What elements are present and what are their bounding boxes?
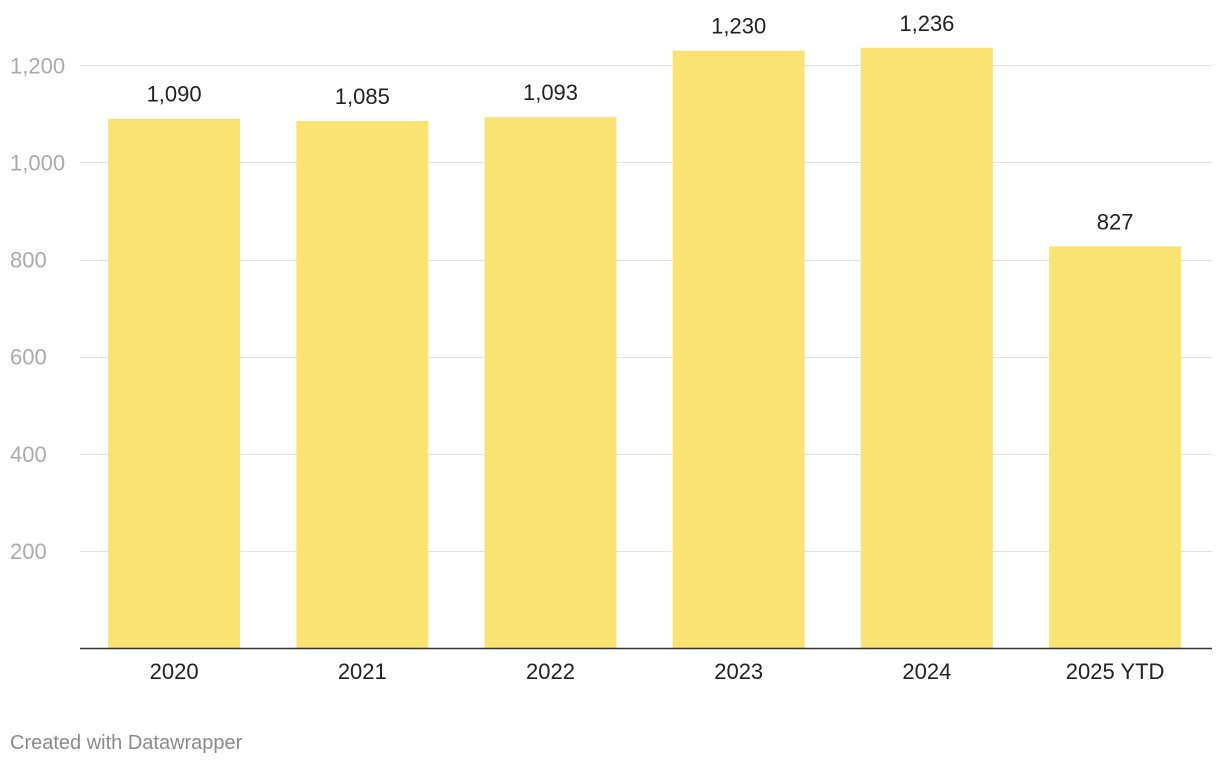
y-tick-label: 200 [10, 539, 47, 564]
bar-value-label: 1,090 [147, 82, 202, 107]
bar-2023[interactable] [672, 50, 805, 649]
y-tick-label: 1,000 [10, 150, 65, 175]
y-axis-tick-labels: 200 400 600 800 1,000 1,200 [10, 53, 65, 564]
bar-2021[interactable] [296, 121, 429, 648]
credit-text[interactable]: Created with Datawrapper [10, 732, 243, 754]
bar-2020[interactable] [108, 118, 241, 649]
x-tick-label: 2020 [150, 659, 199, 684]
gridlines [80, 65, 1212, 552]
bar-value-label: 1,085 [335, 84, 390, 109]
bar-2025-ytd[interactable] [1049, 246, 1182, 648]
x-tick-label: 2024 [902, 659, 951, 684]
y-tick-label: 600 [10, 345, 47, 370]
y-tick-label: 400 [10, 442, 47, 467]
bar-2022[interactable] [484, 117, 617, 648]
bar-value-label: 1,236 [899, 11, 954, 36]
y-tick-label: 800 [10, 248, 47, 273]
x-tick-label: 2022 [526, 659, 575, 684]
x-tick-label: 2023 [714, 659, 763, 684]
bars [108, 47, 1182, 649]
y-tick-label: 1,200 [10, 53, 65, 78]
bar-value-labels: 1,090 1,085 1,093 1,230 1,236 827 [147, 11, 1134, 235]
bar-2024[interactable] [860, 47, 993, 648]
x-tick-label: 2021 [338, 659, 387, 684]
bar-value-label: 827 [1097, 209, 1134, 234]
bar-value-label: 1,093 [523, 80, 578, 105]
x-tick-label: 2025 YTD [1066, 659, 1165, 684]
x-axis-tick-labels: 2020 2021 2022 2023 2024 2025 YTD [150, 659, 1165, 684]
bar-value-label: 1,230 [711, 14, 766, 39]
